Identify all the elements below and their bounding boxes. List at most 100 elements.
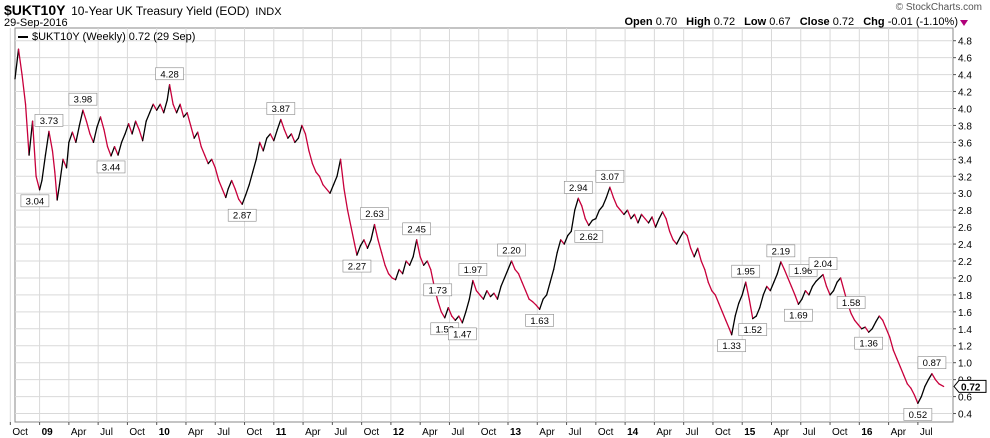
series-segment: [718, 302, 723, 313]
series-segment: [301, 124, 307, 135]
series-segment: [690, 247, 695, 258]
ohlc-readout: Open 0.70 High 0.72 Low 0.67 Close 0.72 …: [625, 16, 959, 28]
series-segment: [398, 268, 404, 275]
y-tick-label: 2.8: [958, 206, 972, 217]
series-segment: [68, 131, 74, 144]
series-segment: [269, 133, 275, 142]
series-segment: [738, 294, 743, 305]
series-segment: [801, 290, 807, 300]
x-tick-label: 16: [861, 427, 873, 438]
annotation-box: [717, 339, 746, 353]
series-segment: [773, 273, 778, 283]
annotation-box: [854, 336, 883, 350]
annotation-box: [68, 92, 98, 106]
series-segment: [221, 188, 227, 199]
exchange: INDX: [255, 6, 282, 18]
series-segment: [839, 277, 845, 292]
series-segment: [297, 124, 303, 139]
series-segment: [54, 171, 58, 201]
series-segment: [825, 285, 831, 296]
series-segment: [384, 264, 390, 275]
symbol-description: 10-Year UK Treasury Yield (EOD): [71, 4, 250, 18]
series-segment: [419, 256, 425, 266]
series-segment: [892, 349, 898, 360]
series-segment: [24, 103, 30, 156]
annotation-label: 2.20: [502, 246, 521, 257]
series-segment: [416, 239, 421, 258]
annotation-label: 1.58: [842, 298, 861, 309]
legend-text: $UKT10Y (Weekly) 0.72 (29 Sep): [32, 31, 196, 43]
annotation-label: 3.87: [272, 104, 291, 115]
last-value-marker: [953, 379, 987, 393]
series-segment: [472, 279, 478, 292]
series-segment: [92, 126, 98, 144]
series-segment: [616, 205, 622, 211]
annotation-label: 2.27: [348, 262, 367, 273]
series-segment: [787, 277, 793, 288]
series-segment: [259, 141, 264, 152]
series-segment: [71, 131, 77, 144]
series-segment: [797, 298, 803, 305]
brand-watermark[interactable]: © StockCharts.com: [895, 2, 982, 13]
series-segment: [741, 281, 747, 296]
change-label: Chg: [863, 16, 885, 28]
series-segment: [377, 239, 383, 254]
series-segment: [794, 294, 800, 305]
series-segment: [238, 198, 243, 205]
y-tick-label: 4.6: [958, 54, 972, 65]
series-segment: [156, 103, 161, 111]
series-segment: [496, 285, 502, 300]
series-segment: [882, 319, 887, 330]
x-tick-label: Oct: [481, 427, 497, 438]
annotation-box: [266, 102, 296, 115]
annotation-label: 3.07: [601, 172, 620, 183]
series-segment: [850, 312, 856, 321]
series-segment: [528, 298, 534, 303]
series-segment: [454, 315, 460, 321]
annotation-box: [784, 308, 813, 322]
series-segment: [182, 112, 188, 118]
annotation-box: [402, 222, 431, 236]
series-segment: [910, 387, 916, 396]
series-segment: [276, 118, 282, 131]
x-tick-label: Jul: [803, 427, 816, 438]
series-segment: [661, 211, 667, 220]
series-segment: [65, 141, 70, 169]
series-segment: [783, 268, 789, 279]
series-segment: [721, 311, 727, 321]
series-segment: [106, 145, 112, 157]
series-segment: [252, 158, 257, 173]
series-segment: [461, 311, 467, 324]
y-tick-label: 0.6: [958, 393, 972, 404]
series-segment: [766, 285, 771, 292]
annotation-box: [574, 230, 604, 243]
annotation-label: 1.53: [436, 324, 455, 335]
y-tick-label: 2.4: [958, 240, 972, 251]
series-segment: [524, 290, 530, 300]
x-tick-label: 13: [510, 427, 522, 438]
series-segment: [630, 213, 636, 220]
series-segment: [294, 137, 300, 144]
series-segment: [426, 260, 432, 271]
series-segment: [363, 239, 369, 249]
series-segment: [878, 315, 884, 321]
series-segment: [500, 277, 506, 288]
series-segment: [211, 158, 216, 169]
series-segment: [752, 315, 757, 320]
series-segment: [168, 84, 174, 105]
series-segment: [623, 209, 629, 216]
series-segment: [163, 99, 168, 114]
x-tick-label: 09: [42, 427, 54, 438]
series-segment: [609, 186, 615, 199]
annotation-label: 3.44: [102, 162, 121, 173]
series-segment: [665, 217, 671, 233]
series-segment: [408, 256, 414, 266]
series-segment: [197, 131, 202, 148]
series-segment: [44, 130, 50, 156]
series-segment: [318, 175, 324, 186]
annotation-label: 1.33: [722, 341, 741, 352]
series-segment: [41, 154, 47, 182]
x-tick-label: Apr: [422, 427, 438, 438]
series-segment: [899, 366, 905, 377]
series-segment: [637, 213, 643, 224]
